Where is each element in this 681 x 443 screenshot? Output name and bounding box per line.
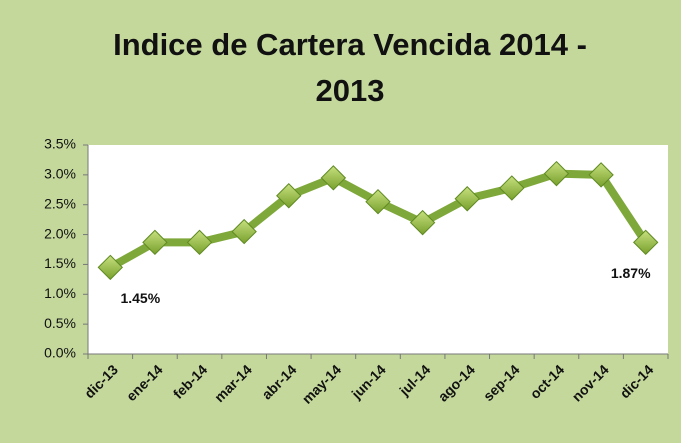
x-tick-label: mar-14 bbox=[211, 361, 255, 405]
x-tick-label: feb-14 bbox=[170, 361, 211, 402]
point-marker bbox=[543, 160, 570, 187]
x-tick-label: may-14 bbox=[299, 361, 345, 407]
x-tick-label: oct-14 bbox=[527, 361, 568, 402]
point-marker bbox=[588, 162, 614, 188]
y-tick-label: 2.5% bbox=[44, 195, 76, 211]
x-tick-label: nov-14 bbox=[569, 361, 612, 404]
point-marker bbox=[499, 175, 525, 201]
point-marker bbox=[454, 186, 480, 212]
x-tick-label: dic-14 bbox=[617, 361, 657, 401]
point-marker bbox=[231, 218, 257, 245]
data-label: 1.45% bbox=[120, 290, 160, 306]
point-marker bbox=[97, 254, 124, 281]
point-marker bbox=[365, 189, 391, 215]
x-tick-label: ene-14 bbox=[123, 361, 166, 404]
x-tick-label: ago-14 bbox=[435, 361, 478, 404]
point-marker bbox=[276, 183, 302, 209]
point-marker bbox=[142, 229, 168, 256]
x-tick-label: dic-13 bbox=[81, 361, 121, 401]
point-marker bbox=[320, 165, 347, 191]
y-tick-label: 1.5% bbox=[44, 255, 76, 271]
y-tick-label: 0.5% bbox=[44, 315, 76, 331]
x-tick-label: sep-14 bbox=[480, 361, 523, 404]
y-tick-label: 2.0% bbox=[44, 225, 76, 241]
x-tick-label: jul-14 bbox=[395, 361, 433, 399]
x-tick-label: jun-14 bbox=[348, 361, 389, 402]
x-tick-label: abr-14 bbox=[258, 361, 299, 402]
y-tick-label: 1.0% bbox=[44, 285, 76, 301]
point-marker bbox=[186, 229, 213, 256]
y-tick-label: 3.5% bbox=[44, 136, 76, 152]
point-marker bbox=[409, 209, 436, 236]
chart-title: Indice de Cartera Vencida 2014 - 2013 bbox=[113, 27, 587, 108]
y-tick-label: 3.0% bbox=[44, 166, 76, 182]
y-tick-label: 0.0% bbox=[44, 345, 76, 361]
point-marker bbox=[632, 229, 659, 256]
data-label: 1.87% bbox=[611, 265, 651, 281]
plot-area bbox=[88, 145, 668, 354]
